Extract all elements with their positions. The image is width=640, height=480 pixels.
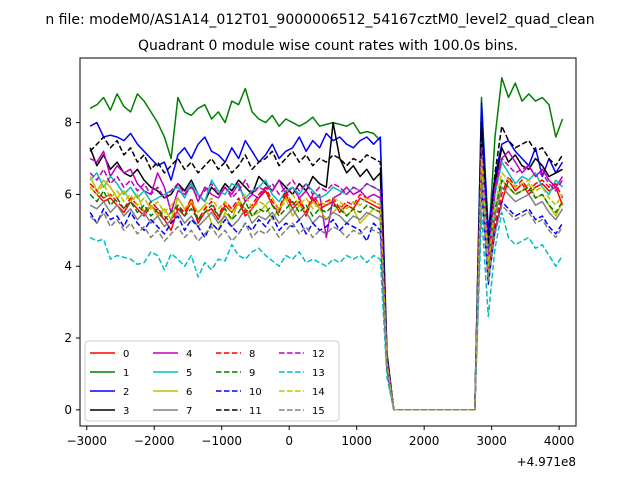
series-line-3 — [89, 121, 563, 411]
legend-label-7: 7 — [186, 406, 192, 417]
plot-frame — [79, 57, 577, 427]
series-line-12 — [89, 147, 564, 411]
x-tick-label: 3000 — [476, 434, 507, 448]
y-tick-label: 0 — [64, 403, 72, 417]
x-tick-label: −2000 — [134, 434, 175, 448]
legend-label-1: 1 — [123, 368, 129, 379]
y-tick-label: 6 — [64, 187, 72, 201]
series-line-10 — [89, 186, 564, 411]
x-tick-label: 1000 — [341, 434, 372, 448]
series-line-11 — [89, 125, 564, 411]
y-tick-label: 4 — [64, 259, 72, 273]
figure-suptitle: n file: modeM0/AS1A14_012T01_9000006512_… — [45, 12, 594, 28]
x-tick-label: 0 — [285, 434, 293, 448]
chart-title: Quadrant 0 module wise count rates with … — [138, 38, 518, 54]
series-line-13 — [89, 211, 564, 411]
legend-label-0: 0 — [123, 349, 129, 360]
legend-label-9: 9 — [249, 368, 255, 379]
x-offset-label: +4.971e8 — [517, 455, 576, 469]
legend-label-11: 11 — [249, 406, 262, 417]
x-tick-label: −1000 — [201, 434, 242, 448]
legend-box — [84, 340, 340, 422]
legend-label-3: 3 — [123, 406, 129, 417]
x-tick-label: −3000 — [66, 434, 107, 448]
y-tick-label: 8 — [64, 116, 72, 130]
x-tick-label: 4000 — [544, 434, 575, 448]
legend-label-8: 8 — [249, 349, 255, 360]
x-axis: −3000 −2000 −1000 0 1000 2000 3000 4000 — [66, 426, 574, 448]
legend-label-13: 13 — [312, 368, 325, 379]
y-tick-label: 2 — [64, 331, 72, 345]
y-axis: 0 2 4 6 8 — [64, 116, 80, 417]
legend-label-6: 6 — [186, 387, 192, 398]
legend-label-4: 4 — [186, 349, 192, 360]
x-tick-label: 2000 — [409, 434, 440, 448]
legend-label-14: 14 — [312, 387, 325, 398]
series-line-14 — [89, 157, 564, 411]
legend-label-10: 10 — [249, 387, 262, 398]
legend-label-2: 2 — [123, 387, 129, 398]
legend-label-5: 5 — [186, 368, 192, 379]
legend-label-15: 15 — [312, 406, 325, 417]
series-line-2 — [89, 102, 564, 411]
series-layer — [89, 76, 564, 411]
legend-label-12: 12 — [312, 349, 325, 360]
